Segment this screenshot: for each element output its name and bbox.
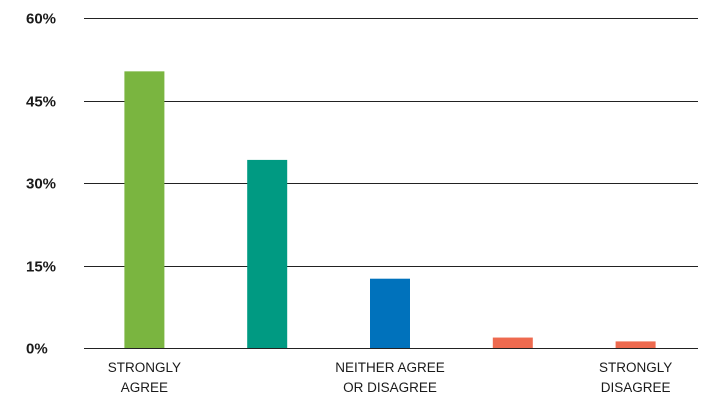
x-category-label: OR DISAGREE [343,380,437,395]
x-axis-category-labels: STRONGLY AGREE NEITHER AGREE OR DISAGREE STR… [108,360,672,395]
y-tick-label: 60% [26,11,56,28]
y-tick-label: 15% [26,259,56,276]
x-category-label: STRONGLY [599,360,672,375]
x-category-label: NEITHER AGREE [335,360,445,375]
y-tick-label: 45% [26,94,56,111]
bar [247,159,288,348]
x-category-label: DISAGREE [601,380,671,395]
bar [124,71,165,348]
bar [492,337,533,348]
y-tick-label: 30% [26,176,56,193]
bar [370,278,410,348]
x-category-label: AGREE [121,380,168,395]
y-axis-tick-labels: 0% 15% 30% 45% 60% [26,11,56,358]
bars [124,71,656,348]
x-category-label: STRONGLY [108,360,181,375]
y-tick-label: 0% [26,341,48,358]
gridlines [84,18,698,349]
bar [615,341,656,348]
